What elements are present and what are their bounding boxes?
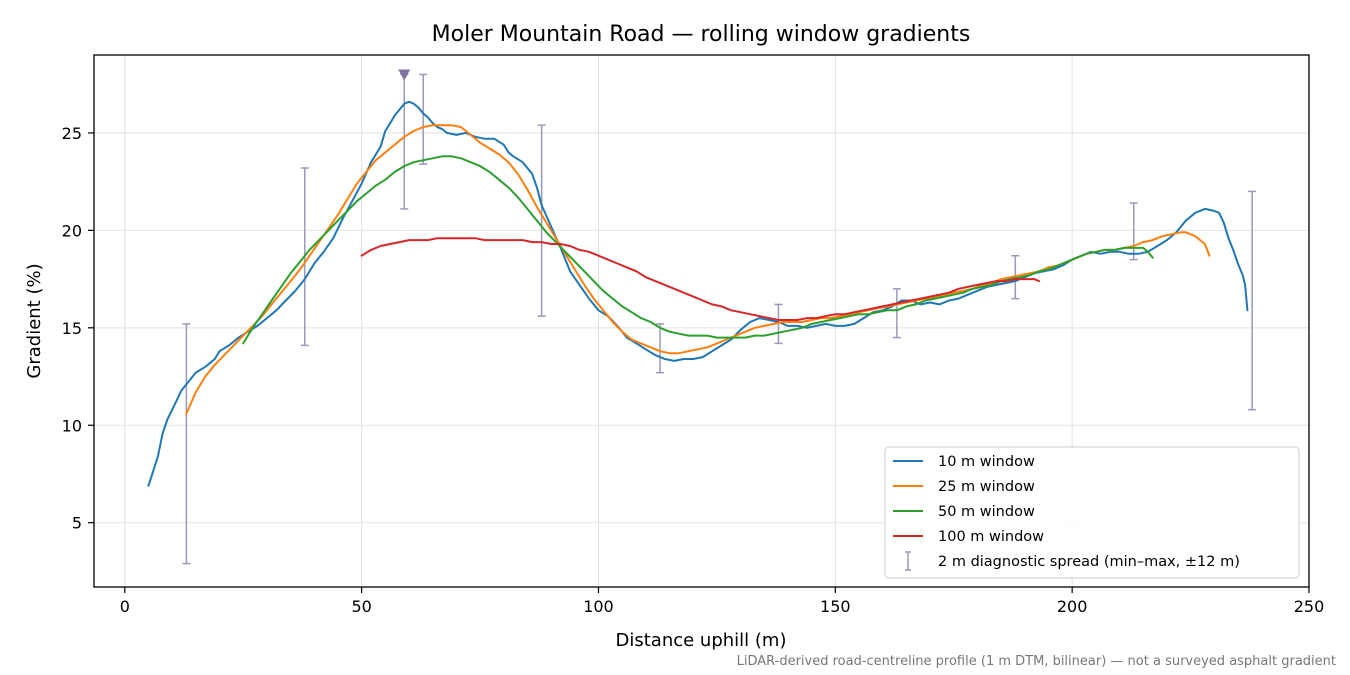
series-line-25-m-window: [185, 124, 1211, 415]
error-bar: [656, 323, 665, 374]
y-tick-label: 25: [62, 124, 82, 143]
x-tick-label: 250: [1294, 597, 1325, 616]
series-line-100-m-window: [360, 237, 1040, 321]
y-tick-label: 20: [62, 221, 82, 240]
x-axis-ticks: 0 50 100 150 200 250: [120, 587, 1325, 616]
peak-marker: [398, 69, 411, 81]
x-tick-label: 100: [583, 597, 614, 616]
legend-label: 25 m window: [938, 479, 1035, 495]
y-axis-ticks: 5 10 15 20 25: [62, 124, 94, 533]
legend-label: 100 m window: [938, 529, 1044, 545]
error-bar: [1248, 190, 1257, 411]
legend-item-50-m-window: 50 m window: [893, 504, 1035, 520]
diagnostic-spread: [182, 73, 1257, 565]
y-tick-label: 10: [62, 416, 82, 435]
error-bar: [419, 73, 428, 165]
series-line-10-m-window: [147, 100, 1249, 487]
legend-label: 50 m window: [938, 504, 1035, 520]
x-tick-label: 0: [120, 597, 130, 616]
series-line-50-m-window: [242, 155, 1154, 345]
footnote: LiDAR-derived road-centreline profile (1…: [737, 654, 1336, 669]
x-tick-label: 200: [1057, 597, 1088, 616]
error-bar: [892, 288, 901, 339]
legend-item-10-m-window: 10 m window: [893, 454, 1035, 470]
legend-label: 2 m diagnostic spread (min–max, ±12 m): [938, 554, 1240, 570]
legend-item-2-m-diagnostic-spread-min-max-12-m: 2 m diagnostic spread (min–max, ±12 m): [905, 551, 1240, 571]
error-bar: [537, 124, 546, 317]
y-tick-label: 5: [72, 514, 82, 533]
plot-frame: [93, 54, 1310, 588]
legend-label: 10 m window: [938, 454, 1035, 470]
legend: 10 m window 25 m window 50 m window 100 m w…: [884, 446, 1300, 579]
y-axis-label: Gradient (%): [24, 263, 45, 378]
legend-item-100-m-window: 100 m window: [893, 529, 1044, 545]
x-tick-label: 150: [820, 597, 851, 616]
legend-box: [884, 446, 1300, 579]
legend-item-25-m-window: 25 m window: [893, 479, 1035, 495]
x-axis-label: Distance uphill (m): [616, 630, 787, 651]
error-bar: [400, 73, 409, 210]
error-bar: [182, 323, 191, 565]
y-tick-label: 15: [62, 319, 82, 338]
chart-title: Moler Mountain Road — rolling window gra…: [432, 22, 971, 47]
error-bar: [1129, 202, 1138, 261]
series-lines: [147, 100, 1249, 487]
x-tick-label: 50: [351, 597, 371, 616]
